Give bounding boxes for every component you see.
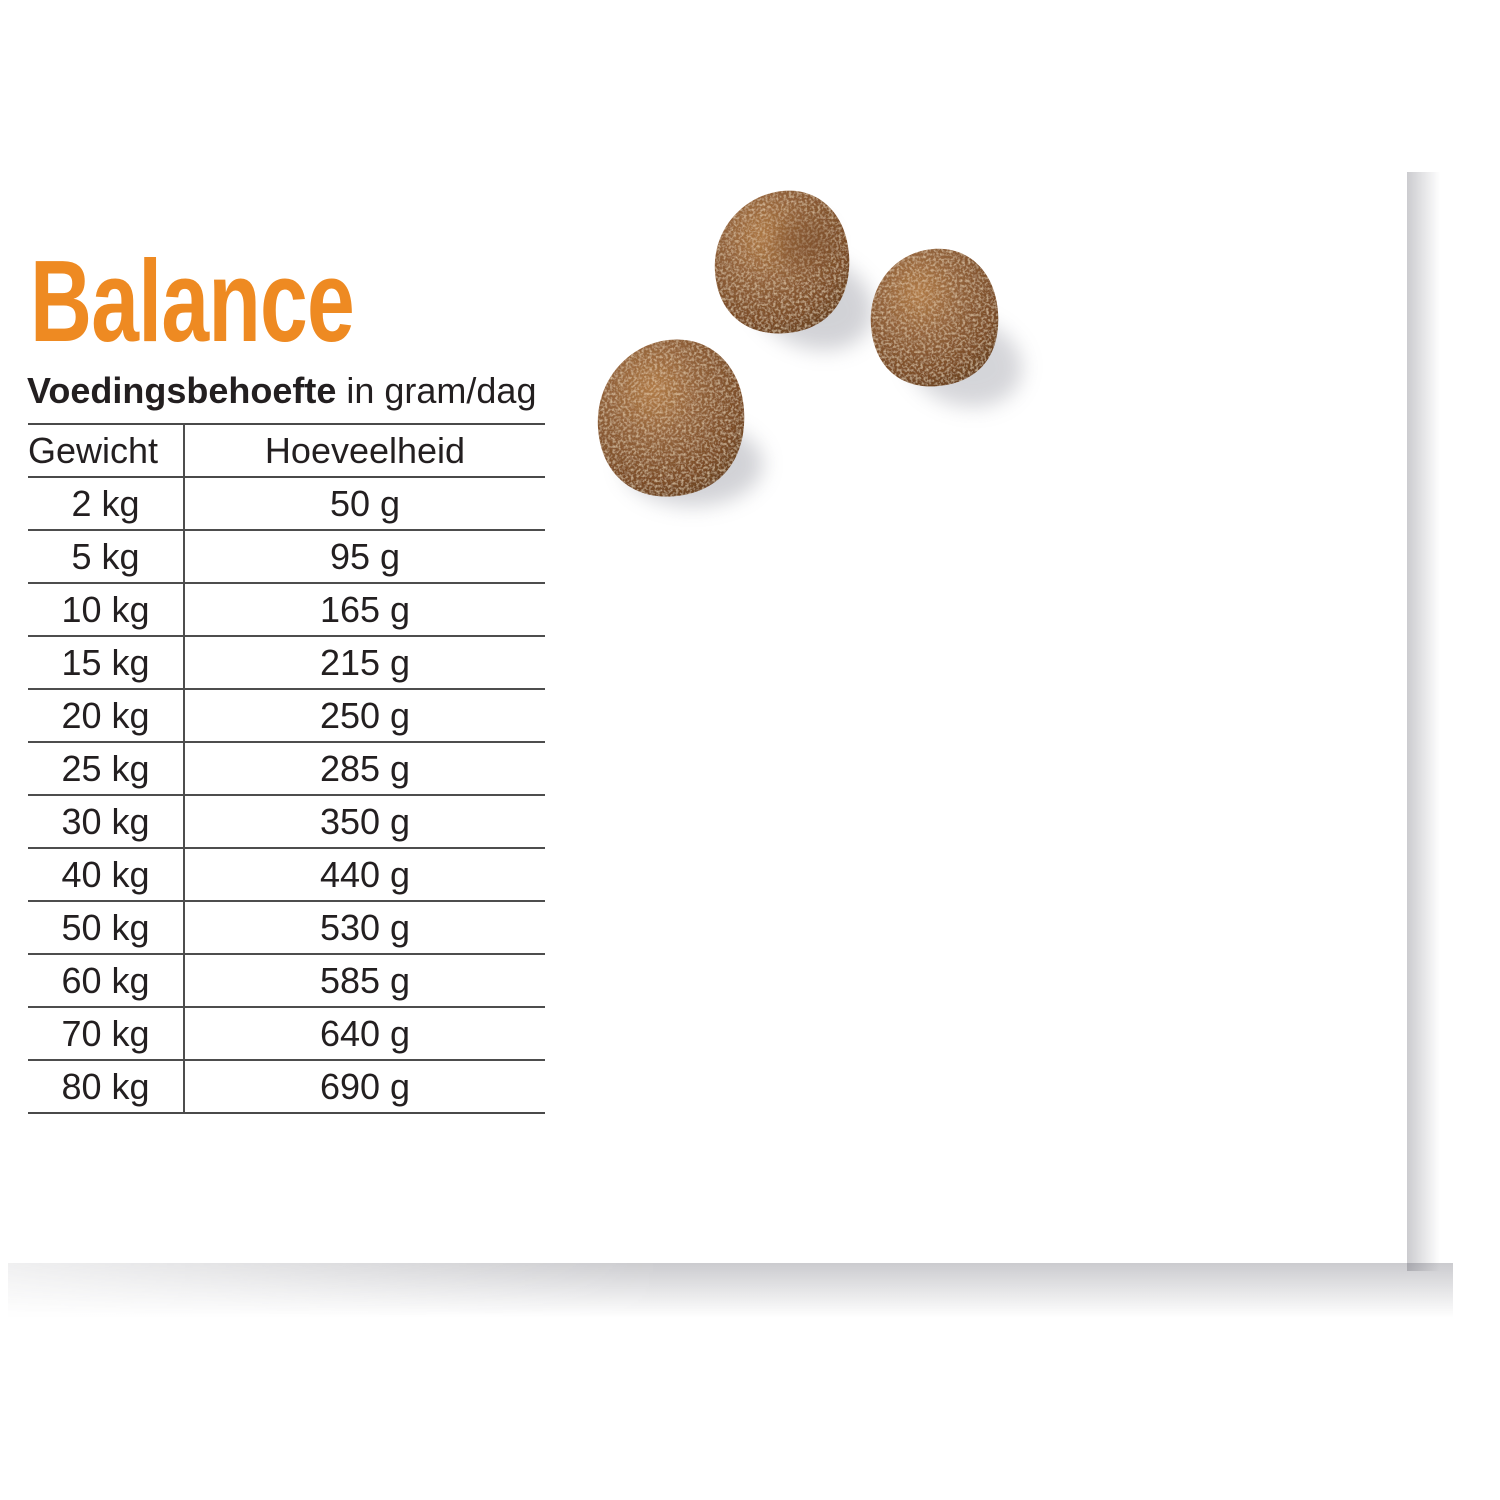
amount-cell: 690 g [184, 1060, 545, 1114]
table-row: 80 kg 690 g [28, 1060, 545, 1114]
feeding-table: Gewicht Hoeveelheid 2 kg 50 g 5 kg 95 g … [28, 423, 545, 1114]
table-row: 10 kg 165 g [28, 583, 545, 637]
weight-cell: 20 kg [28, 689, 185, 743]
table-row: 60 kg 585 g [28, 954, 545, 1008]
weight-cell: 80 kg [28, 1060, 185, 1114]
kibble-photo [597, 190, 1023, 506]
table-row: 25 kg 285 g [28, 742, 545, 796]
amount-cell: 50 g [184, 477, 545, 531]
kibble-piece [870, 248, 999, 387]
kibble-piece [597, 339, 745, 497]
amount-cell: 250 g [184, 689, 545, 743]
table-header-row: Gewicht Hoeveelheid [28, 423, 545, 478]
weight-cell: 50 kg [28, 901, 185, 955]
column-header-weight: Gewicht [28, 423, 185, 478]
table-row: 30 kg 350 g [28, 795, 545, 849]
weight-cell: 25 kg [28, 742, 185, 796]
table-row: 15 kg 215 g [28, 636, 545, 690]
table-row: 20 kg 250 g [28, 689, 545, 743]
amount-cell: 530 g [184, 901, 545, 955]
weight-cell: 30 kg [28, 795, 185, 849]
product-sheet: Balance Voedingsbehoefte in gram/dag Gewi… [0, 0, 1407, 1263]
weight-cell: 2 kg [28, 477, 185, 531]
amount-cell: 640 g [184, 1007, 545, 1061]
amount-cell: 440 g [184, 848, 545, 902]
weight-cell: 15 kg [28, 636, 185, 690]
amount-cell: 215 g [184, 636, 545, 690]
page-title: Balance [30, 236, 355, 366]
table-row: 2 kg 50 g [28, 477, 545, 531]
kibble-pieces [597, 190, 999, 497]
kibble-dark-patch [771, 218, 831, 266]
amount-cell: 285 g [184, 742, 545, 796]
table-body: 2 kg 50 g 5 kg 95 g 10 kg 165 g 15 kg 21… [28, 477, 545, 1114]
subtitle-unit: in gram/dag [346, 370, 537, 411]
table-row: 5 kg 95 g [28, 530, 545, 584]
table-row: 70 kg 640 g [28, 1007, 545, 1061]
subtitle-keyword: Voedingsbehoefte [27, 370, 337, 411]
weight-cell: 40 kg [28, 848, 185, 902]
weight-cell: 70 kg [28, 1007, 185, 1061]
weight-cell: 60 kg [28, 954, 185, 1008]
amount-cell: 165 g [184, 583, 545, 637]
table-row: 40 kg 440 g [28, 848, 545, 902]
kibble-piece [714, 190, 850, 334]
subtitle: Voedingsbehoefte in gram/dag [27, 373, 536, 409]
table-row: 50 kg 530 g [28, 901, 545, 955]
column-header-amount: Hoeveelheid [184, 423, 545, 478]
amount-cell: 95 g [184, 530, 545, 584]
amount-cell: 585 g [184, 954, 545, 1008]
weight-cell: 10 kg [28, 583, 185, 637]
weight-cell: 5 kg [28, 530, 185, 584]
amount-cell: 350 g [184, 795, 545, 849]
